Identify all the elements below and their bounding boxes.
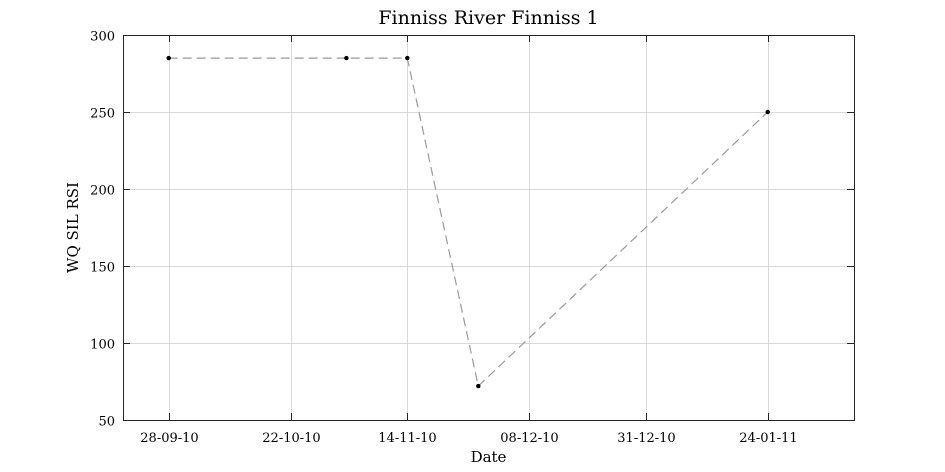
y-tick-label: 300 [90, 30, 115, 45]
x-tick-label: 24-01-11 [739, 431, 797, 446]
x-tick-label: 22-10-10 [262, 431, 320, 446]
series [166, 55, 770, 389]
series-line [168, 57, 769, 388]
grid [123, 35, 854, 421]
data-point [166, 55, 171, 61]
plot-frame [123, 35, 855, 421]
x-axis-label: Date [471, 448, 507, 466]
x-tick-label: 08-12-10 [500, 431, 558, 446]
y-tick-label: 50 [98, 415, 115, 430]
y-axis-label: WQ SIL RSI [64, 182, 82, 273]
data-point [405, 55, 410, 61]
data-point [765, 109, 770, 115]
x-tick-label: 31-12-10 [617, 431, 675, 446]
y-tick-label: 200 [90, 184, 115, 199]
x-tick-label: 28-09-10 [140, 431, 198, 446]
axis-ticks: 28-09-10 22-10-10 14-11-10 08-12-10 31-12-10… [90, 30, 854, 446]
data-point [476, 383, 481, 389]
y-tick-label: 250 [90, 107, 115, 122]
y-tick-label: 150 [90, 261, 115, 276]
y-tick-label: 100 [90, 338, 115, 353]
chart-title: Finniss River Finniss 1 [378, 7, 598, 29]
data-point [344, 55, 349, 61]
x-tick-label: 14-11-10 [378, 431, 436, 446]
